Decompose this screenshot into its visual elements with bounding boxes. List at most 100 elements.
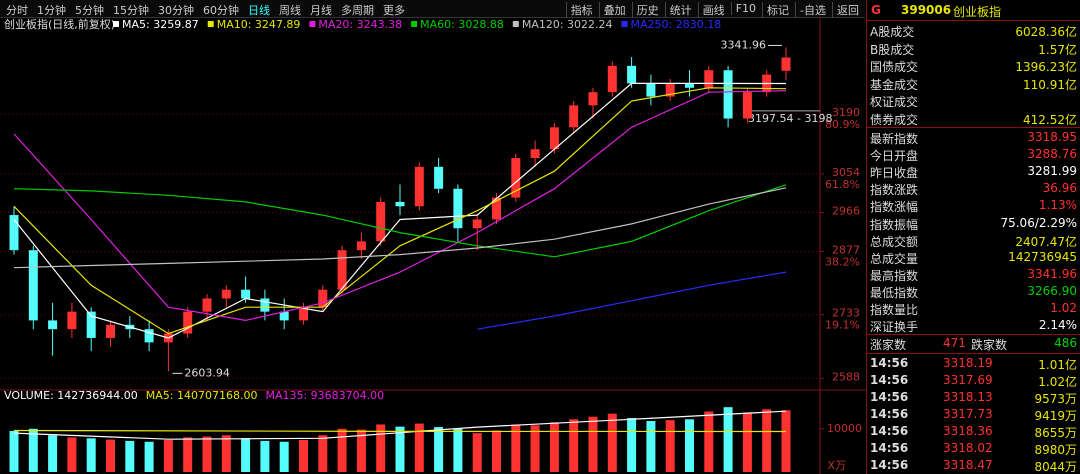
candle-body [279,311,289,321]
toolbar: 分时 1分钟 5分钟 15分钟 30分钟 60分钟 日线 周线 月线 多周期 更多 返回 -自选 标记 F1… [0,0,865,18]
volume-bar [453,428,463,472]
info-value: 142736945 [1008,249,1077,264]
candle-body [241,289,251,299]
candle-body [376,201,386,242]
info-value: 1.02 [1050,301,1077,315]
volume-bar [704,411,714,472]
period-tab[interactable]: 周线 [279,4,301,17]
volume-bar [549,422,559,472]
ma-line [13,184,787,258]
volume-bar [183,437,193,472]
toolbar-button[interactable]: 标记 [762,2,793,18]
period-tab[interactable]: 更多 [383,4,405,17]
volume-bar [434,427,444,472]
info-label: 基金成交 [870,77,919,92]
period-tab[interactable]: 日线 [248,4,270,17]
candle-body [723,70,733,119]
candle-body [221,289,231,299]
tick-price: 3318.19 [943,356,993,370]
period-tab[interactable]: 月线 [310,4,332,17]
info-row: 指数量比 1.02 [867,300,1080,317]
info-label: 指数涨跌 [870,183,919,198]
info-label: 指数涨幅 [870,200,919,215]
ma-line [13,82,787,339]
candle-body [665,83,675,97]
volume-bar [511,424,521,472]
info-value: 3341.96 [1027,266,1077,281]
period-tab[interactable]: 60分钟 [203,4,239,17]
volume-bar [318,435,328,472]
ma-line [13,87,787,335]
toolbar-button[interactable]: 历史 [631,2,663,18]
info-value: 1396.23亿 [1015,60,1077,75]
toolbar-button[interactable]: 返回 [832,2,863,18]
candle-body [86,311,96,338]
info-value: 3318.95 [1027,130,1077,144]
volume-bar [202,436,212,472]
info-label: 最新指数 [870,132,919,146]
candle-body [607,65,617,93]
candle-body [511,158,521,198]
info-row: 债券成交 412.52亿 [867,110,1080,127]
candle-body [48,320,58,330]
tick-volume: 8044万 [1034,460,1077,474]
info-value: 3281.99 [1027,164,1077,179]
candle-body [549,127,559,150]
tick-volume: 1.02亿 [1038,375,1077,389]
info-label: 总成交额 [870,234,919,249]
volume-bar [395,426,405,472]
tick-row: 14:56 3318.19 1.01亿 [867,355,1080,372]
info-label: 最高指数 [870,268,919,283]
period-tab[interactable]: 1分钟 [37,4,66,17]
period-tab[interactable]: 30分钟 [158,4,194,17]
toolbar-button[interactable]: -自选 [795,2,830,18]
volume-bar [646,421,656,472]
tick-row: 14:56 3317.73 9419万 [867,406,1080,423]
info-row: 总成交额 2407.47亿 [867,232,1080,249]
breadth-value: 471 [943,336,966,350]
info-row: 指数振幅 75.06/2.29% [867,215,1080,232]
period-tab[interactable]: 5分钟 [75,4,104,17]
toolbar-button[interactable]: F10 [730,2,760,15]
info-row: B股成交 1.57亿 [867,40,1080,57]
volume-bar [356,429,366,472]
candle-body [299,307,308,321]
candle-body [395,201,405,207]
candle-body [569,105,579,128]
tick-row: 14:56 3318.36 8655万 [867,423,1080,440]
market-tag: G [871,3,881,17]
info-row: A股成交 6028.36亿 [867,22,1080,39]
volume-bar [279,441,289,472]
info-label: A股成交 [870,25,915,39]
volume-legend: MA5: 140707168.00 [146,389,258,402]
period-tab[interactable]: 15分钟 [113,4,149,17]
info-label: 债券成交 [870,113,919,127]
candle-body [530,149,540,159]
toolbar-button[interactable]: 叠加 [598,2,630,18]
candle-body [9,215,19,251]
toolbar-button[interactable]: 画线 [697,2,729,18]
ma-line [13,187,787,269]
candle-body [742,92,752,119]
volume-bar [86,438,96,472]
volume-bar [665,420,675,472]
info-row: 指数涨幅 1.13% [867,197,1080,214]
tick-row: 14:56 3318.02 8980万 [867,440,1080,457]
tick-row: 14:56 3318.13 9573万 [867,389,1080,406]
period-tab[interactable]: 分时 [6,4,28,17]
line-label: 3197.54 - 3198 [748,112,832,125]
candle-body [781,57,791,71]
info-value: 3288.76 [1027,147,1077,162]
y-tick-label: 3054 [832,166,860,179]
volume-bar [299,440,308,472]
period-tab[interactable]: 多周期 [341,4,374,17]
candle-body [67,311,77,330]
tick-time: 14:56 [870,356,909,370]
info-row: 国债成交 1396.23亿 [867,57,1080,74]
volume-bar [260,440,270,472]
candle-body [685,83,694,88]
legend-label: MA20: 3243.38 [318,18,402,31]
toolbar-button[interactable]: 统计 [664,2,696,18]
candle-body [627,65,637,84]
toolbar-button[interactable]: 指标 [565,2,597,18]
